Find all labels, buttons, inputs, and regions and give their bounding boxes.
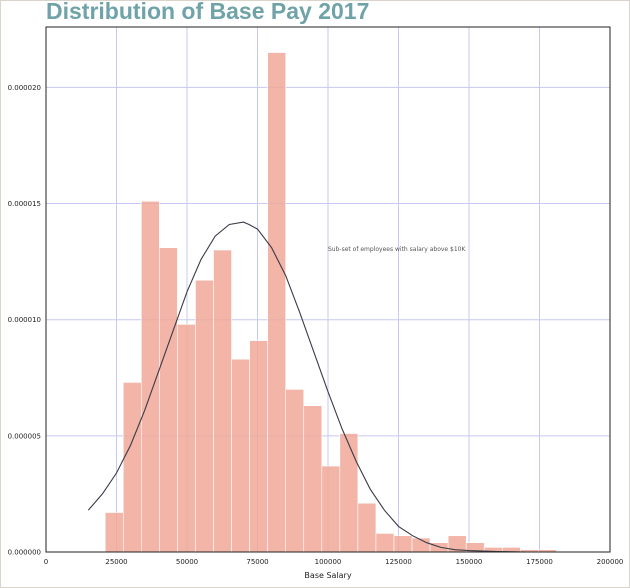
x-tick-label: 100000 <box>315 558 342 566</box>
histogram-bars <box>104 52 557 553</box>
y-ticks: 0.000000 0.000005 0.000010 0.000015 0.000020 <box>8 84 41 557</box>
y-tick-label: 0.000020 <box>8 84 41 92</box>
histogram-bar <box>159 247 178 553</box>
x-tick-label: 150000 <box>456 558 483 566</box>
x-axis-label: Base Salary <box>304 571 351 580</box>
histogram-bar <box>393 535 413 553</box>
histogram-bar <box>195 279 214 553</box>
x-tick-label: 175000 <box>526 558 553 566</box>
x-tick-label: 50000 <box>176 558 198 566</box>
histogram-bar <box>375 533 395 553</box>
histogram-bar <box>231 358 250 553</box>
y-tick-label: 0.000015 <box>8 200 41 208</box>
histogram-bar <box>321 465 341 553</box>
histogram-bar <box>177 324 196 553</box>
histogram-bar <box>267 52 287 553</box>
histogram-bar <box>104 512 124 553</box>
x-ticks: 0 25000 50000 75000 100000 125000 150000 175000… <box>44 558 624 566</box>
histogram-bar <box>357 502 377 553</box>
chart-annotation: Sub-set of employees with salary above $… <box>328 246 466 253</box>
density-curve-line <box>87 221 610 553</box>
x-tick-label: 125000 <box>385 558 412 566</box>
histogram-bar <box>249 340 268 553</box>
plot-border <box>45 26 611 553</box>
y-tick-label: 0.000000 <box>8 549 41 557</box>
chart-title: Distribution of Base Pay 2017 <box>46 0 370 24</box>
histogram-bar <box>285 389 305 553</box>
x-tick-label: 25000 <box>105 558 127 566</box>
density-curve <box>87 221 610 553</box>
y-tick-label: 0.000005 <box>8 432 41 440</box>
histogram-bar <box>339 433 359 553</box>
x-tick-label: 75000 <box>246 558 268 566</box>
y-tick-label: 0.000010 <box>8 316 41 324</box>
x-tick-label: 0 <box>44 558 48 566</box>
histogram-bar <box>303 405 323 553</box>
histogram-bar <box>122 382 142 553</box>
x-tick-label: 200000 <box>597 558 624 566</box>
histogram-bar <box>213 249 232 553</box>
